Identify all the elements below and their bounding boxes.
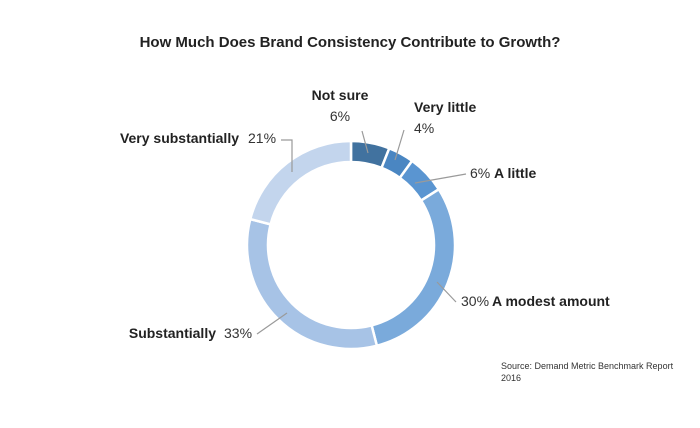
value-label-substantially: 33%	[224, 325, 252, 341]
leader-line-very-little	[394, 129, 405, 161]
leader-line-a-little	[414, 173, 467, 184]
slice-very-substantially	[248, 139, 353, 226]
value-label-not-sure: 6%	[330, 108, 350, 124]
slice-a-modest-amount	[370, 187, 457, 348]
label-a-modest-amount: A modest amount	[492, 293, 610, 309]
label-substantially: Substantially	[129, 325, 216, 341]
label-not-sure: Not sure	[312, 87, 369, 103]
leader-line-not-sure	[361, 130, 369, 154]
value-label-very-substantially: 21%	[248, 130, 276, 146]
leader-line-substantially	[256, 312, 288, 335]
chart-title: How Much Does Brand Consistency Contribu…	[139, 34, 561, 51]
label-a-little: A little	[494, 165, 536, 181]
source-note: Source: Demand Metric Benchmark Report 2…	[501, 360, 691, 384]
value-label-very-little: 4%	[414, 120, 434, 136]
label-very-substantially: Very substantially	[120, 130, 239, 146]
leader-line-a-modest-amount	[436, 281, 457, 303]
value-label-a-little: 6%	[470, 165, 490, 181]
slice-substantially	[245, 217, 379, 351]
source-line-1: Source: Demand Metric Benchmark Report	[501, 361, 674, 371]
leader-line-very-substantially	[281, 139, 293, 172]
label-very-little: Very little	[414, 99, 476, 115]
value-label-a-modest-amount: 30%	[461, 293, 489, 309]
source-line-2: 2016	[501, 373, 522, 383]
